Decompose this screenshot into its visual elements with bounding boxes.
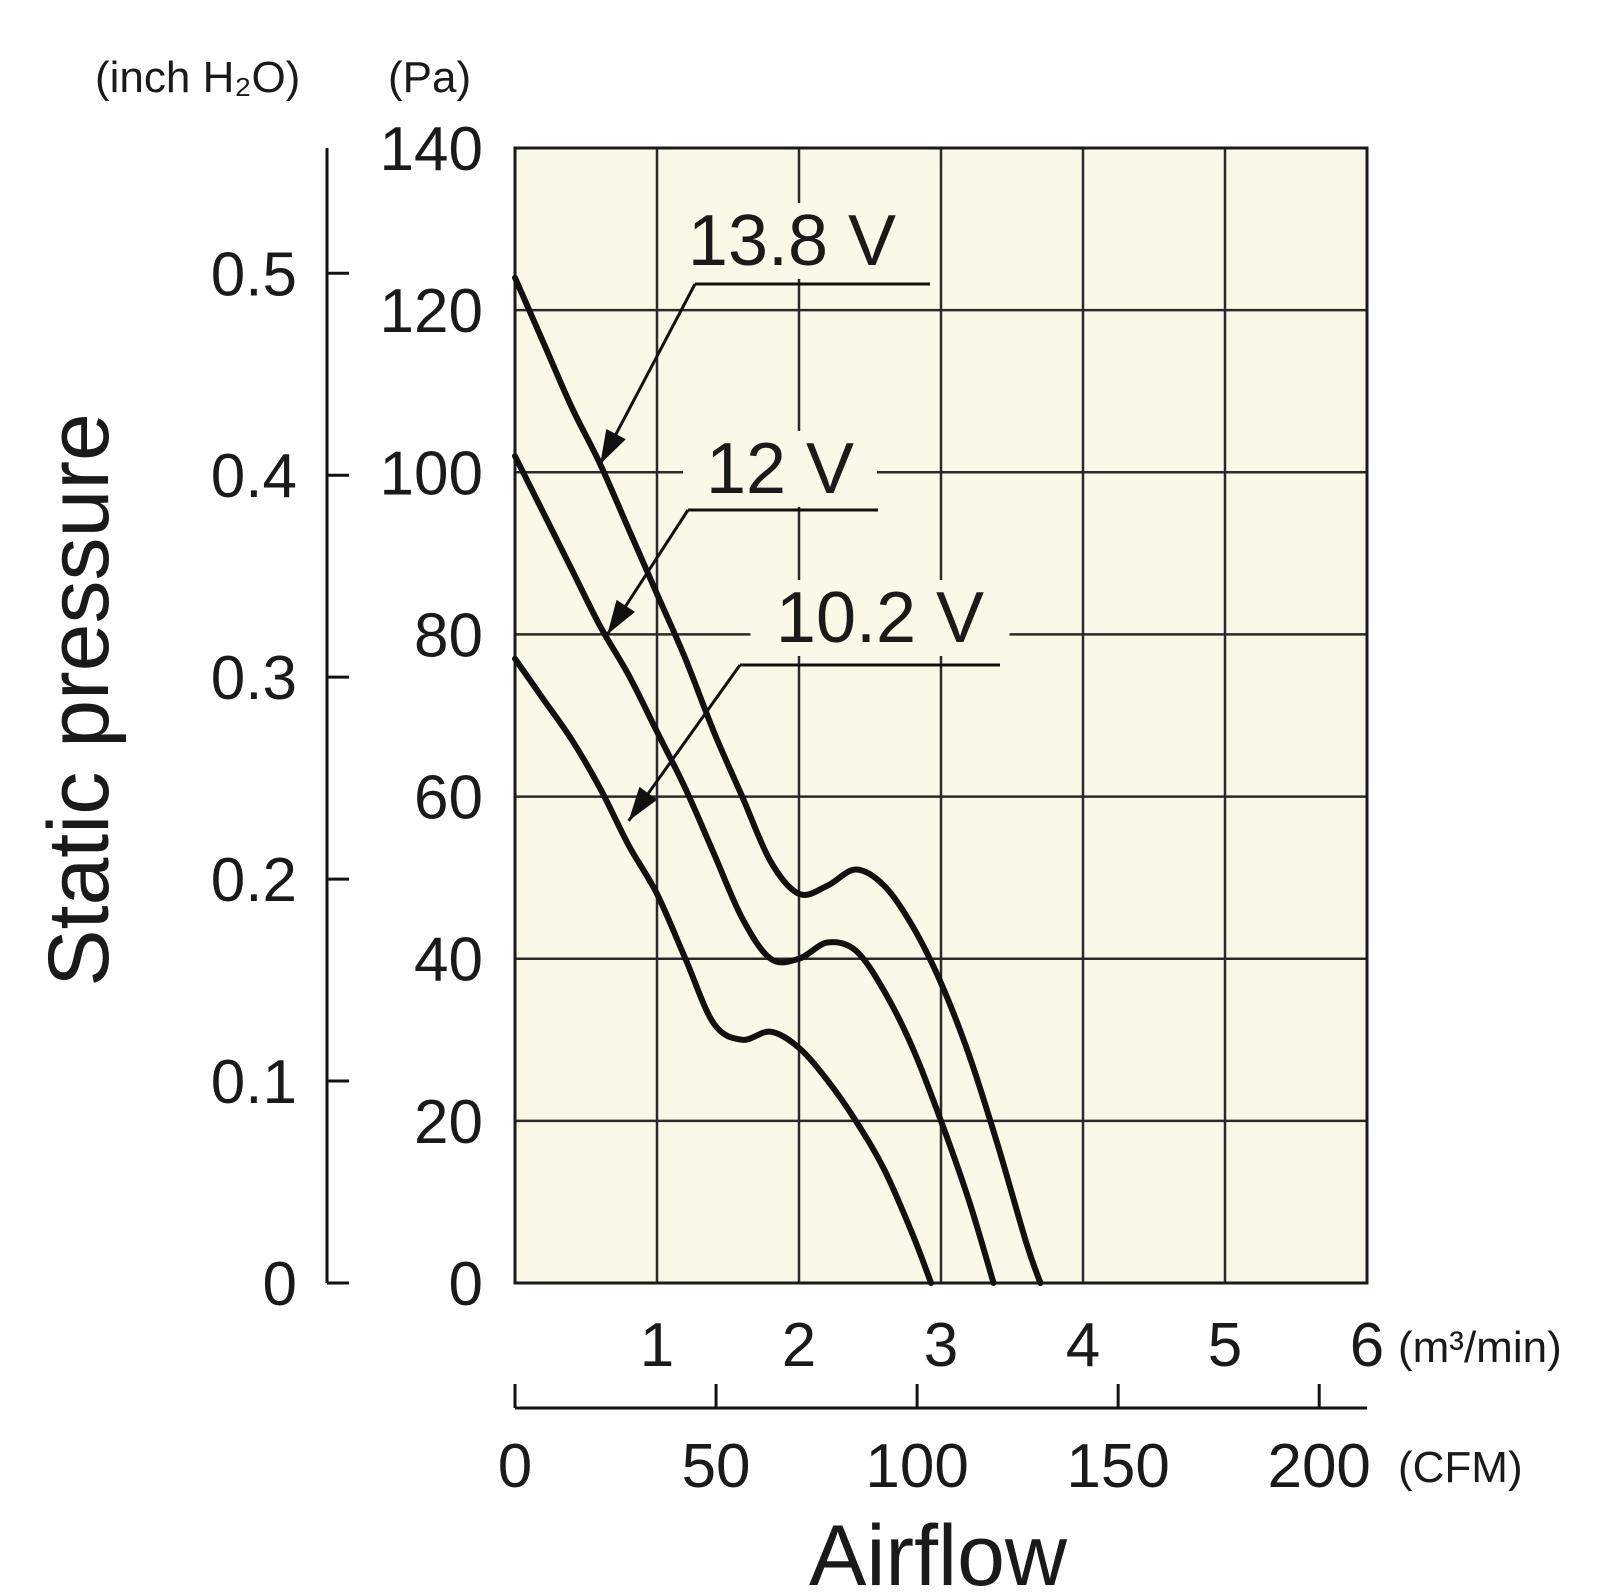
y-tick-label-secondary: 0.3 <box>211 644 297 713</box>
y-tick-label: 140 <box>380 115 483 184</box>
y-axis-secondary: 0 0.1 0.2 0.3 0.4 0.5 <box>211 148 349 1319</box>
y-tick-label: 40 <box>414 926 483 995</box>
series-line-12-v <box>512 453 997 1286</box>
x-tick-label: 1 <box>640 1311 674 1380</box>
x-tick-label: 2 <box>782 1311 816 1380</box>
y-tick-label: 100 <box>380 439 483 508</box>
arrowhead-12-v <box>607 599 636 635</box>
x-tick-label: 6 <box>1350 1311 1384 1380</box>
y-tick-label: 60 <box>414 764 483 833</box>
x-unit-secondary: (CFM) <box>1398 1443 1523 1492</box>
y-tick-label: 0 <box>449 1250 483 1319</box>
x-axis-primary: 1 2 3 4 5 6 <box>640 1311 1384 1380</box>
series-line-13-8-v <box>512 274 1044 1286</box>
plot-frame <box>513 146 1369 1285</box>
y-unit-primary: (Pa) <box>388 53 471 102</box>
y-tick-label-secondary: 0 <box>263 1250 297 1319</box>
x-tick-label: 5 <box>1208 1311 1242 1380</box>
y-unit-secondary: (inch H₂O) <box>95 53 300 102</box>
y-tick-label-secondary: 0.1 <box>211 1048 297 1117</box>
x-tick-label: 3 <box>924 1311 958 1380</box>
label-backdrop-12-v <box>683 431 877 507</box>
x-axis-secondary: 0 50 100 150 200 <box>498 1384 1371 1501</box>
y-axis-title: Static pressure <box>31 413 127 987</box>
x-axis-title: Airflow <box>809 1508 1068 1591</box>
y-tick-label: 80 <box>414 601 483 670</box>
y-tick-label-secondary: 0.2 <box>211 846 297 915</box>
x-tick-label-secondary: 0 <box>498 1432 532 1501</box>
grid <box>515 148 1367 1283</box>
x-tick-label-secondary: 50 <box>682 1432 751 1501</box>
x-unit-primary: (m³/min) <box>1398 1323 1562 1372</box>
curve-annotations: 13.8 V 12 V 10.2 V <box>598 201 1010 822</box>
label-backdrop-10-2-v <box>750 580 1010 656</box>
x-tick-label-secondary: 150 <box>1066 1432 1169 1501</box>
y-tick-label-secondary: 0.5 <box>211 240 297 309</box>
y-tick-label-secondary: 0.4 <box>211 442 297 511</box>
arrowhead-13-8-v <box>600 428 626 465</box>
x-tick-label-secondary: 100 <box>865 1432 968 1501</box>
curve-label-10-2-v: 10.2 V <box>776 578 984 658</box>
x-tick-label-secondary: 200 <box>1267 1432 1370 1501</box>
x-tick-label: 4 <box>1066 1311 1100 1380</box>
label-backdrop-13-8-v <box>667 203 917 279</box>
series-line-10-2-v <box>512 655 935 1286</box>
y-tick-label: 20 <box>414 1088 483 1157</box>
series-lines <box>512 274 1044 1286</box>
y-tick-label: 120 <box>380 277 483 346</box>
curve-label-13-8-v: 13.8 V <box>688 201 896 281</box>
arrowhead-10-2-v <box>628 786 658 821</box>
curve-label-12-v: 12 V <box>706 429 854 509</box>
y-axis-primary: 0 20 40 60 80 100 120 140 <box>380 115 483 1319</box>
